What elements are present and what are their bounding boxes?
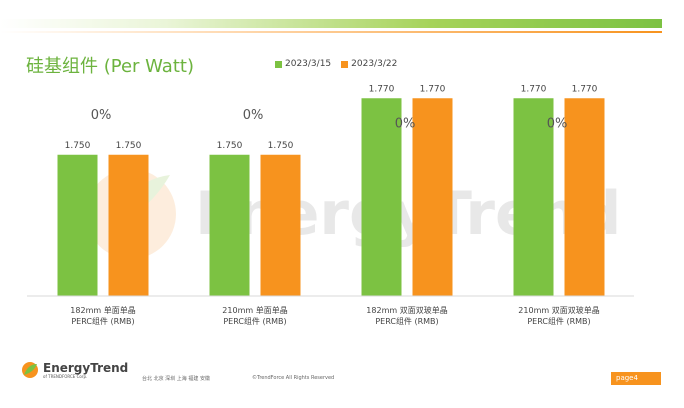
office-locations: 台北 北京 深圳 上海 福建 安徽 (142, 376, 210, 382)
copyright-text: ©TrendForce All Rights Reserved (252, 375, 335, 381)
footer-logo: EnergyTrend of TRENDFORCE Corp. (20, 361, 128, 379)
chart-legend: 2023/3/15 2023/3/22 (275, 59, 407, 69)
bar-2-series-2 (260, 154, 301, 296)
logo-subtitle: of TRENDFORCE Corp. (43, 373, 88, 379)
legend-swatch-series-1 (275, 60, 282, 68)
energytrend-logo-icon (22, 362, 38, 378)
page-number-tag: page4 (611, 372, 661, 385)
category-label-2-line-1: 210mm 单面单晶 (222, 305, 287, 315)
legend-item-series-2: 2023/3/22 (341, 59, 397, 69)
category-label-3-line-2: PERC组件 (RMB) (375, 316, 438, 326)
change-annotation-4: 0% (547, 116, 568, 131)
category-label-2-line-2: PERC组件 (RMB) (223, 316, 286, 326)
bar-4-series-2 (564, 98, 605, 296)
slide-title: 硅基组件 (Per Watt) (26, 56, 194, 77)
data-label-2-series-1: 1.750 (217, 141, 243, 151)
category-label-1-line-1: 182mm 单面单晶 (70, 305, 135, 315)
bar-3-series-2 (412, 98, 453, 296)
data-label-1-series-1: 1.750 (65, 141, 91, 151)
data-label-4-series-1: 1.770 (521, 84, 547, 94)
data-label-3-series-1: 1.770 (369, 84, 395, 94)
header-green-bar (0, 19, 662, 28)
change-annotation-1: 0% (91, 108, 112, 123)
category-label-1-line-2: PERC组件 (RMB) (71, 316, 134, 326)
legend-item-series-1: 2023/3/15 (275, 59, 331, 69)
data-label-1-series-2: 1.750 (116, 141, 142, 151)
watermark-text: EnergyTrend (195, 179, 621, 249)
data-label-3-series-2: 1.770 (420, 84, 446, 94)
bar-2-series-1 (209, 154, 250, 296)
category-label-4-line-1: 210mm 双面双玻单晶 (518, 305, 599, 315)
data-label-4-series-2: 1.770 (572, 84, 598, 94)
data-label-2-series-2: 1.750 (268, 141, 294, 151)
legend-label-series-2: 2023/3/22 (351, 59, 398, 69)
category-label-3-line-1: 182mm 双面双玻单晶 (366, 305, 447, 315)
legend-swatch-series-2 (341, 60, 349, 68)
bar-4-series-1 (513, 98, 554, 296)
logo-name: EnergyTrend (43, 360, 129, 375)
bar-3-series-1 (361, 98, 402, 296)
change-annotation-3: 0% (395, 116, 416, 131)
bar-1-series-2 (108, 154, 149, 296)
bar-1-series-1 (57, 154, 98, 296)
change-annotation-2: 0% (243, 108, 264, 123)
category-label-4-line-2: PERC组件 (RMB) (527, 316, 590, 326)
header-orange-line (0, 31, 662, 33)
legend-label-series-1: 2023/3/15 (285, 59, 332, 69)
